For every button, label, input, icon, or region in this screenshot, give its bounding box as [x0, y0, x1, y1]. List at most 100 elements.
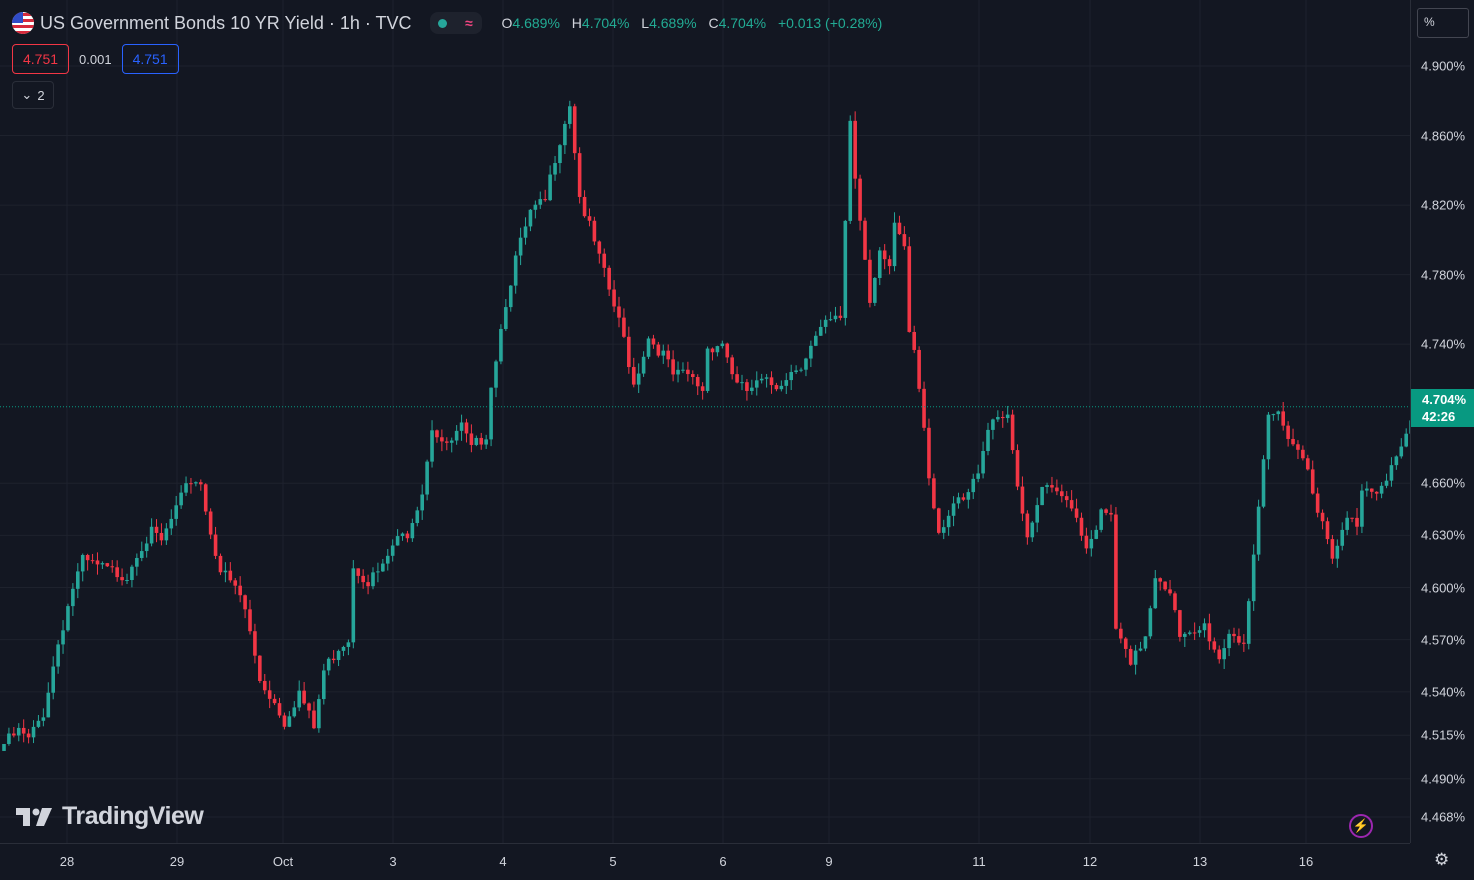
candle-body — [80, 555, 85, 572]
price-tick-label: 4.780% — [1421, 267, 1466, 283]
lightning-bolt-icon[interactable]: ⚡ — [1349, 814, 1373, 838]
time-tick-label: 5 — [609, 854, 617, 869]
candle — [784, 373, 789, 395]
candle — [144, 536, 149, 558]
candle-body — [518, 237, 523, 256]
price-axis[interactable]: % 4.704% 42:26 4.900% 4.860% 4.820% 4.780% 4… — [1410, 0, 1474, 843]
candle — [1286, 421, 1290, 447]
candle-body — [1350, 517, 1354, 519]
candle — [759, 373, 764, 384]
candle — [937, 507, 941, 535]
time-tick-label: 3 — [389, 854, 397, 869]
candle — [720, 340, 725, 349]
candle — [710, 347, 715, 361]
candle — [395, 529, 400, 546]
candle — [420, 484, 424, 520]
candle-body — [1133, 650, 1138, 665]
candle — [312, 701, 316, 730]
candle — [1079, 512, 1084, 541]
candle-body — [26, 733, 31, 738]
candle — [322, 663, 326, 705]
candle — [179, 485, 183, 509]
candle-body — [390, 545, 395, 556]
candle — [740, 374, 744, 391]
high-label: H — [571, 15, 582, 31]
candle-body — [1143, 636, 1148, 649]
candle — [1384, 473, 1389, 489]
candle-body — [174, 505, 178, 519]
candle-body — [1099, 509, 1103, 530]
spread-value: 0.001 — [79, 51, 112, 67]
candle-body — [435, 430, 439, 438]
buy-button[interactable]: 4.751 — [121, 44, 179, 74]
candle-body — [1310, 469, 1315, 494]
change-value: +0.013 (+0.28%) — [777, 15, 883, 31]
last-price-value: 4.704% — [1422, 392, 1467, 407]
candle — [1261, 455, 1266, 509]
candle-body — [31, 726, 36, 738]
candle-body — [258, 655, 262, 681]
market-open-dot-icon — [438, 18, 448, 28]
market-status-pill[interactable]: ≈ — [429, 12, 482, 34]
candle-body — [1404, 433, 1408, 447]
indicators-toggle-button[interactable]: ⌄ 2 — [12, 81, 54, 109]
candle — [769, 371, 774, 394]
candle-body — [61, 630, 65, 645]
candle-body — [877, 250, 882, 278]
candle — [1133, 644, 1138, 675]
candle — [897, 215, 902, 236]
candle-body — [577, 153, 582, 197]
candle-body — [691, 374, 695, 378]
candle — [430, 420, 434, 468]
candle — [627, 326, 631, 374]
candle-body — [818, 326, 823, 336]
candlestick-chart[interactable] — [0, 0, 1410, 843]
candle — [656, 341, 661, 358]
candle — [1325, 517, 1330, 545]
time-axis[interactable]: 28 29 Oct 3 4 5 6 9 11 12 13 16 — [0, 843, 1410, 880]
candle — [602, 248, 607, 278]
candle-body — [1104, 509, 1108, 513]
symbol-title[interactable]: US Government Bonds 10 YR Yield · 1h · T… — [40, 12, 412, 33]
time-tick-label: 29 — [169, 854, 185, 869]
candle — [1089, 530, 1094, 557]
candle — [528, 209, 533, 232]
candle-body — [592, 220, 597, 242]
candle-body — [376, 571, 380, 573]
candle-body — [937, 508, 941, 533]
candle-body — [1035, 505, 1039, 523]
candle-body — [51, 666, 55, 693]
candle-body — [454, 430, 459, 441]
candle-body — [405, 533, 410, 539]
sell-button[interactable]: 4.751 — [12, 44, 70, 74]
candle — [1207, 613, 1212, 650]
candle-body — [538, 199, 543, 205]
candle-body — [2, 743, 6, 751]
candle — [671, 350, 675, 382]
us-flag-icon[interactable] — [12, 12, 34, 34]
candle-body — [322, 670, 326, 700]
gear-icon[interactable]: ⚙ — [1434, 850, 1450, 869]
tradingview-logo[interactable]: TradingView — [16, 802, 204, 831]
candle — [139, 541, 144, 562]
candle-body — [1089, 538, 1094, 549]
candle — [400, 532, 405, 541]
unit-selector[interactable]: % — [1417, 8, 1469, 38]
candle-body — [568, 106, 572, 124]
candle-body — [1394, 456, 1399, 466]
candle-body — [1045, 485, 1049, 487]
candle-body — [941, 527, 946, 533]
candle-body — [1237, 636, 1241, 643]
candle-body — [1064, 496, 1069, 501]
candle — [932, 473, 936, 510]
chart-area[interactable] — [0, 0, 1410, 843]
candle-body — [233, 580, 238, 586]
candle-body — [1379, 485, 1384, 494]
candle-body — [946, 515, 951, 528]
candle — [169, 509, 174, 535]
candle — [1040, 486, 1044, 506]
candle — [681, 362, 685, 374]
candle — [405, 530, 410, 543]
candle-body — [607, 267, 611, 290]
candle-body — [494, 361, 498, 388]
